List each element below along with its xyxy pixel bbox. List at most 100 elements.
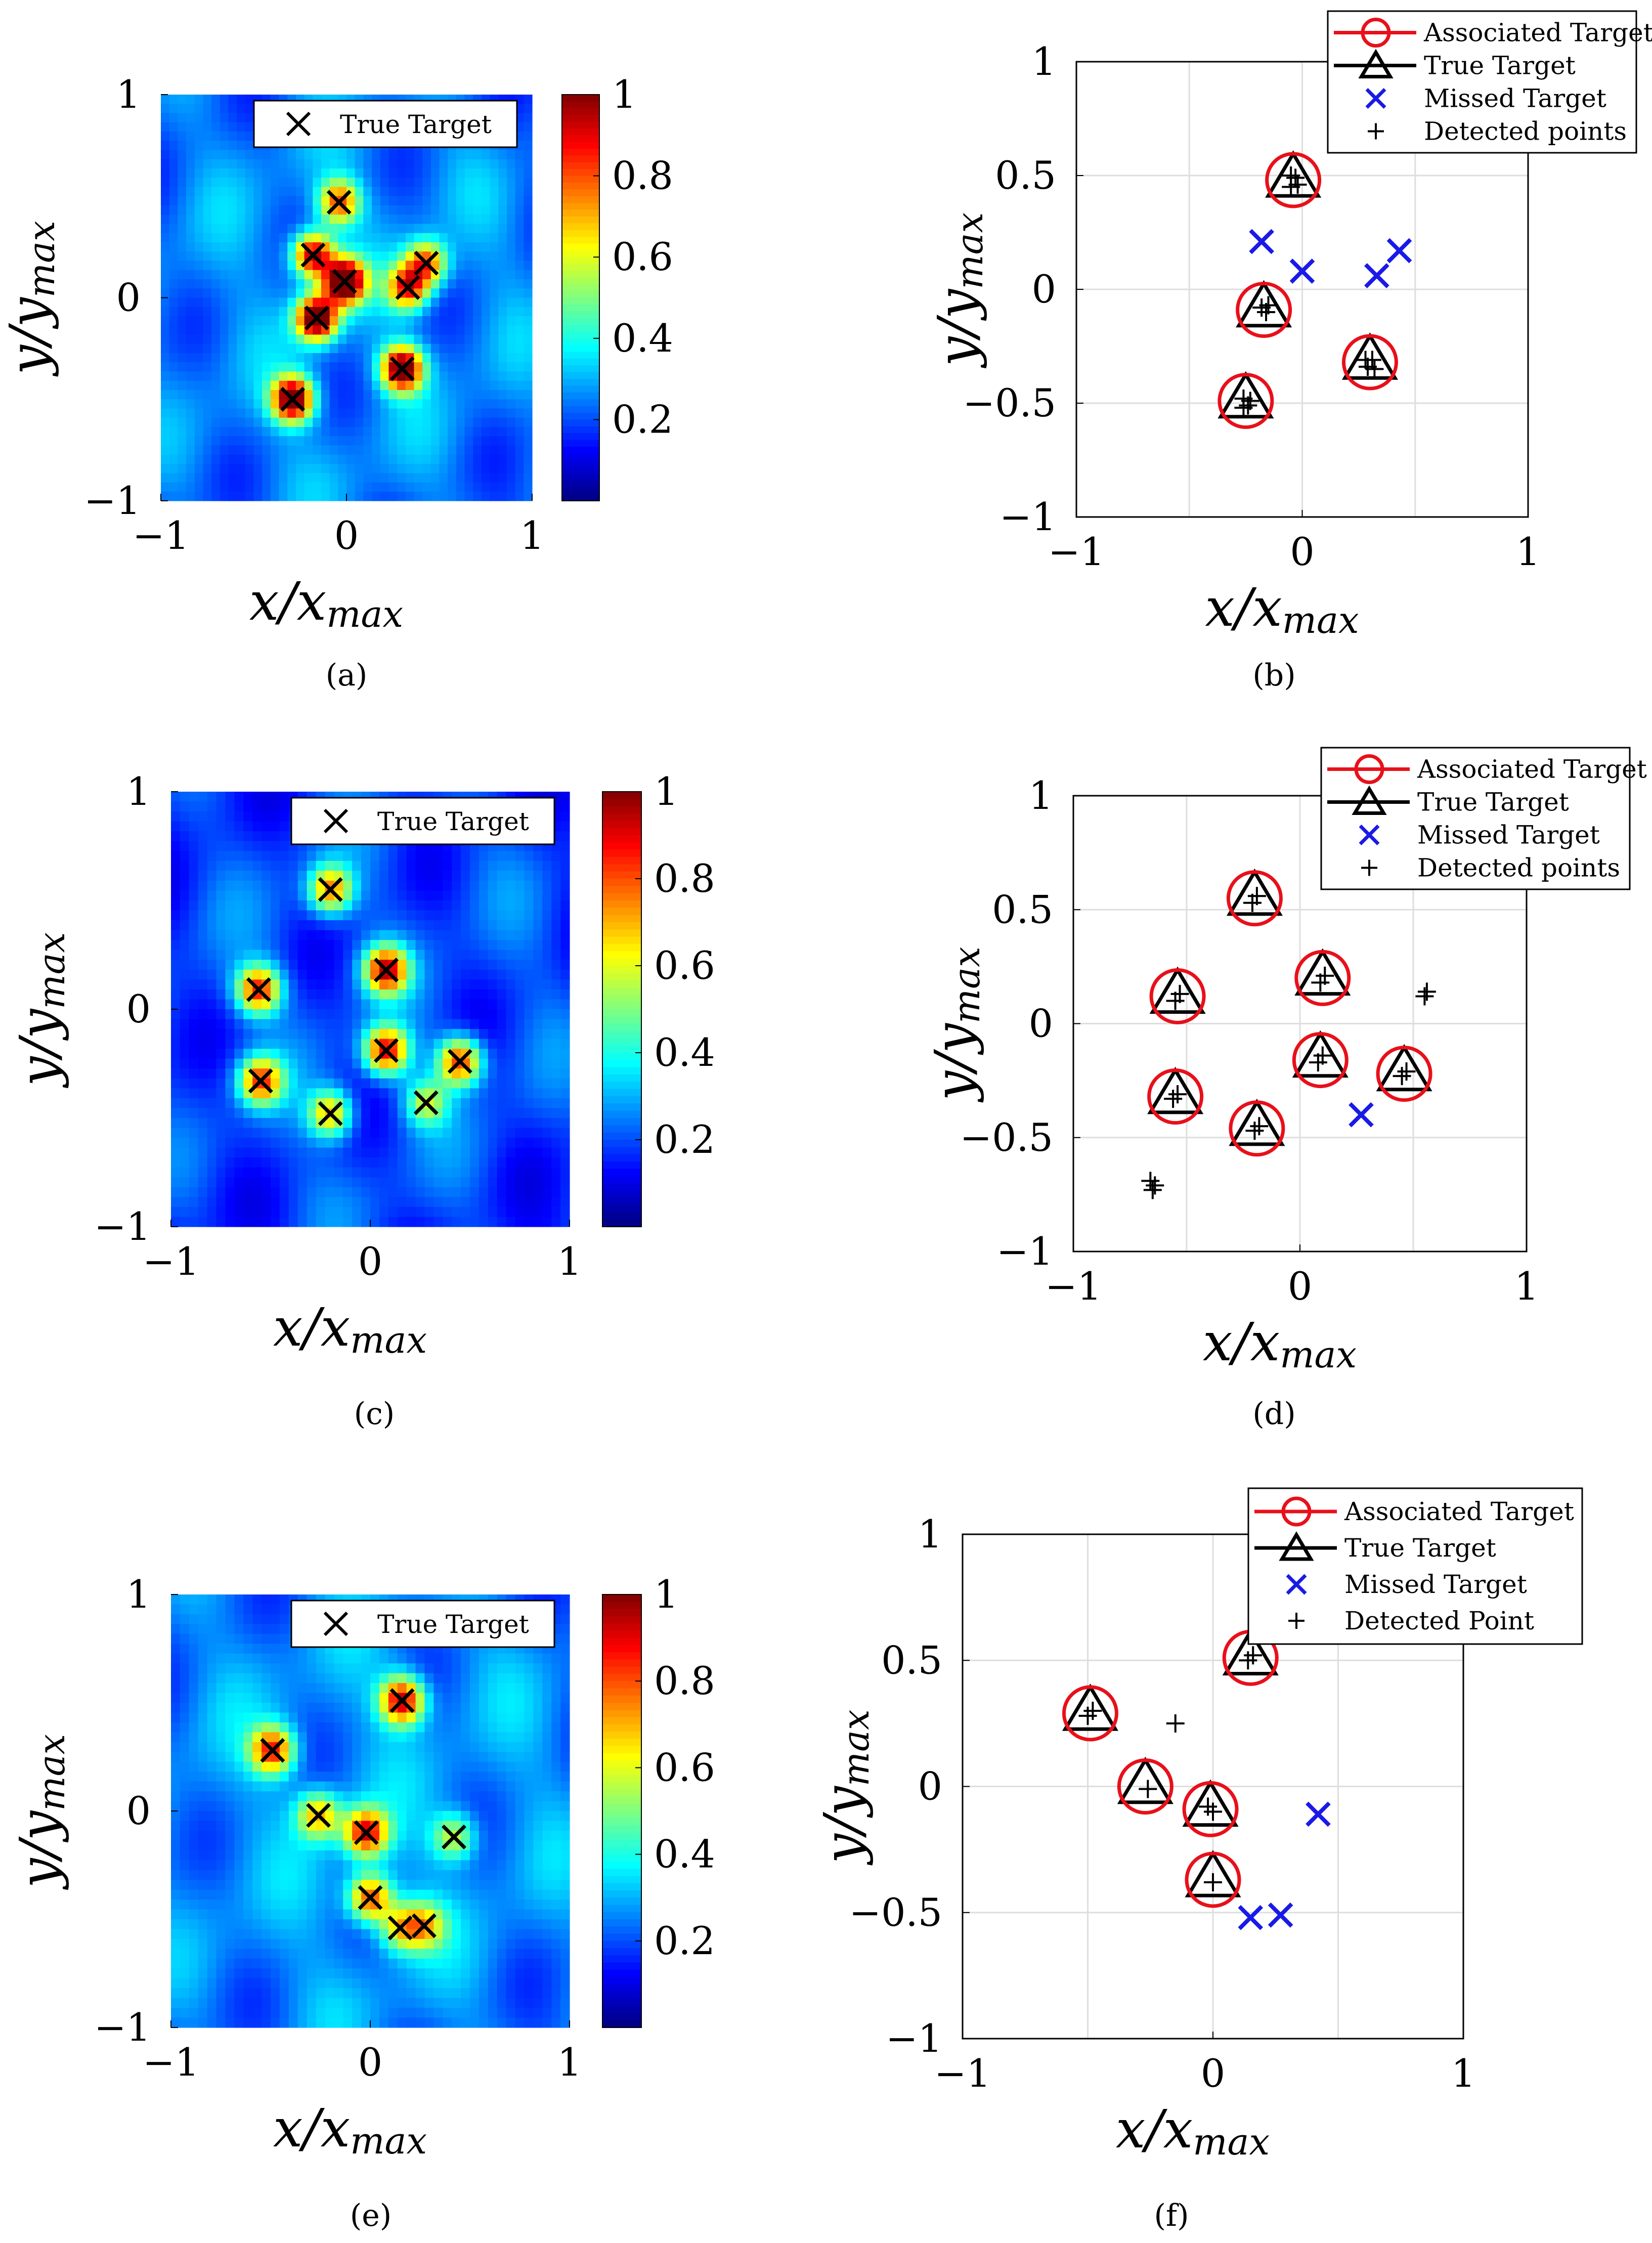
heatmap-cell	[287, 178, 296, 188]
heatmap-cell	[415, 1128, 425, 1138]
colorbar-segment	[562, 108, 599, 115]
heatmap-cell	[424, 1683, 434, 1694]
heatmap-cell	[479, 1009, 489, 1020]
heatmap-cell	[497, 1683, 507, 1694]
heatmap-cell	[439, 270, 448, 280]
heatmap-cell	[252, 1177, 262, 1188]
heatmap-cell	[461, 910, 470, 921]
heatmap-cell	[234, 1098, 244, 1109]
heatmap-cell	[397, 1177, 407, 1188]
heatmap-cell	[180, 831, 190, 842]
colorbar-segment	[562, 162, 599, 170]
heatmap-cell	[338, 445, 347, 455]
heatmap-cell	[253, 187, 263, 197]
heatmap-cell	[542, 969, 552, 980]
heatmap-cell	[379, 880, 389, 891]
heatmap-cell	[194, 261, 204, 271]
heatmap-cell	[346, 334, 356, 344]
heatmap-cell	[228, 205, 237, 215]
x-axis-denom-var: x	[1250, 1311, 1280, 1373]
heatmap-cell	[452, 910, 461, 921]
heatmap-cell	[488, 1068, 498, 1079]
heatmap-cell	[343, 1217, 353, 1227]
colorbar-segment	[562, 115, 599, 122]
heatmap-cell	[464, 261, 473, 271]
heatmap-cell	[439, 353, 448, 363]
heatmap-cell	[397, 343, 406, 354]
heatmap-cell	[430, 464, 440, 473]
heatmap-cell	[271, 1624, 280, 1634]
heatmap-cell	[490, 445, 499, 455]
heatmap-cell	[397, 969, 407, 980]
heatmap-cell	[363, 242, 372, 252]
heatmap-cell	[329, 224, 338, 234]
x-axis-var: x	[1203, 1311, 1233, 1373]
heatmap-cell	[506, 362, 516, 372]
heatmap-cell	[533, 1147, 543, 1158]
heatmap-cell	[207, 1752, 217, 1762]
heatmap-cell	[161, 270, 170, 280]
heatmap-cell	[189, 1722, 199, 1733]
heatmap-cell	[307, 1703, 317, 1713]
heatmap-cell	[405, 343, 415, 354]
heatmap-cell	[279, 1177, 289, 1188]
heatmap-cell	[316, 1653, 326, 1664]
heatmap-cell	[198, 940, 208, 951]
heatmap-cell	[207, 1742, 217, 1752]
heatmap-cell	[225, 940, 235, 951]
detected-point-marker	[1393, 1067, 1411, 1086]
heatmap-cell	[313, 417, 322, 427]
heatmap-cell	[307, 930, 317, 940]
heatmap-cell	[343, 1147, 353, 1158]
heatmap-cell	[430, 159, 440, 169]
heatmap-cell	[380, 371, 389, 381]
heatmap-cell	[498, 436, 507, 446]
heatmap-cell	[343, 1128, 353, 1138]
heatmap-cell	[497, 1703, 507, 1713]
heatmap-cell	[211, 214, 221, 225]
heatmap-cell	[216, 1177, 226, 1188]
heatmap-cell	[415, 910, 425, 921]
heatmap-cell	[479, 1078, 489, 1089]
heatmap-cell	[490, 261, 499, 271]
heatmap-cell	[524, 362, 533, 372]
heatmap-cell	[316, 1197, 326, 1207]
heatmap-cell	[461, 890, 470, 901]
heatmap-cell	[379, 1088, 389, 1099]
heatmap-cell	[304, 224, 313, 234]
heatmap-cell	[288, 1098, 298, 1109]
heatmap-cell	[448, 454, 457, 464]
heatmap-cell	[470, 969, 480, 980]
heatmap-cell	[228, 113, 237, 123]
heatmap-cell	[488, 1206, 498, 1218]
heatmap-cell	[388, 233, 398, 243]
heatmap-cell	[481, 233, 491, 243]
heatmap-cell	[211, 178, 221, 188]
heatmap-cell	[551, 1187, 561, 1197]
heatmap-cell	[295, 316, 305, 326]
colorbar-segment	[602, 893, 641, 901]
heatmap-cell	[551, 1118, 561, 1129]
heatmap-cell	[186, 261, 195, 271]
heatmap-cell	[304, 233, 313, 243]
colorbar-segment	[602, 1183, 641, 1191]
heatmap-cell	[198, 792, 208, 802]
heatmap-cell	[225, 1712, 235, 1723]
heatmap-cell	[334, 910, 343, 921]
heatmap-cell	[355, 445, 364, 455]
x-tick-label: −1	[143, 1239, 199, 1284]
heatmap-cell	[245, 445, 254, 455]
heatmap-cell	[497, 890, 507, 901]
heatmap-cell	[279, 445, 288, 455]
heatmap-cell	[397, 890, 407, 901]
heatmap-cell	[338, 251, 347, 262]
heatmap-cell	[304, 491, 313, 501]
heatmap-cell	[316, 1138, 326, 1148]
heatmap-cell	[180, 1138, 190, 1148]
heatmap-cell	[295, 270, 305, 280]
heatmap-cell	[498, 233, 507, 243]
colorbar-segment	[602, 1038, 641, 1046]
heatmap-cell	[448, 417, 457, 427]
heatmap-cell	[161, 408, 170, 418]
colorbar-segment	[562, 257, 599, 265]
